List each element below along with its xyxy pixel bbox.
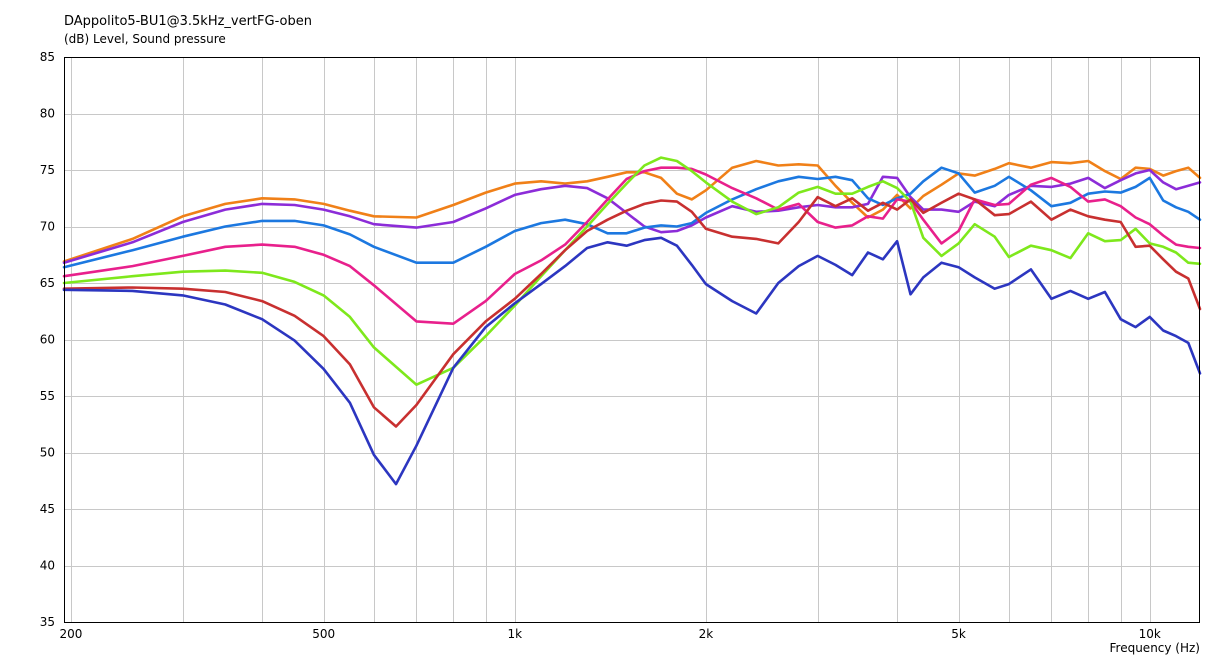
y-tick-label: 80 — [40, 107, 55, 121]
chart-title: DAppolito5-BU1@3.5kHz_vertFG-oben — [64, 14, 312, 29]
grid-lines — [64, 57, 1200, 623]
y-tick-label: 85 — [40, 50, 55, 64]
y-tick-label: 75 — [40, 163, 55, 177]
x-tick-label: 200 — [60, 627, 83, 641]
y-tick-label: 70 — [40, 220, 55, 234]
x-tick-label: 2k — [699, 627, 714, 641]
series-curves — [62, 156, 1202, 486]
y-tick-label: 40 — [40, 559, 55, 573]
x-tick-label: 5k — [951, 627, 966, 641]
series-line-2 — [62, 168, 1202, 264]
series-line-7 — [62, 236, 1202, 486]
y-tick-label: 65 — [40, 276, 55, 290]
y-tick-label: 50 — [40, 446, 55, 460]
series-line-1 — [62, 159, 1202, 263]
y-tick-labels: 35 40 45 50 55 60 65 70 75 80 85 — [40, 50, 55, 629]
y-axis-label: (dB) Level, Sound pressure — [64, 32, 226, 46]
x-axis-label: Frequency (Hz) — [1110, 641, 1201, 655]
y-tick-label: 35 — [40, 615, 55, 629]
plot-frame — [64, 57, 1200, 623]
series-line-6 — [62, 192, 1202, 428]
x-tick-label: 500 — [312, 627, 335, 641]
x-tick-labels: 200 500 1k 2k 5k 10k — [60, 627, 1161, 641]
y-tick-label: 45 — [40, 502, 55, 516]
x-tick-label: 10k — [1139, 627, 1161, 641]
y-tick-label: 60 — [40, 333, 55, 347]
series-line-5 — [62, 156, 1202, 386]
x-tick-label: 1k — [507, 627, 522, 641]
series-line-3 — [62, 166, 1202, 269]
y-tick-label: 55 — [40, 389, 55, 403]
series-line-4 — [62, 166, 1202, 325]
